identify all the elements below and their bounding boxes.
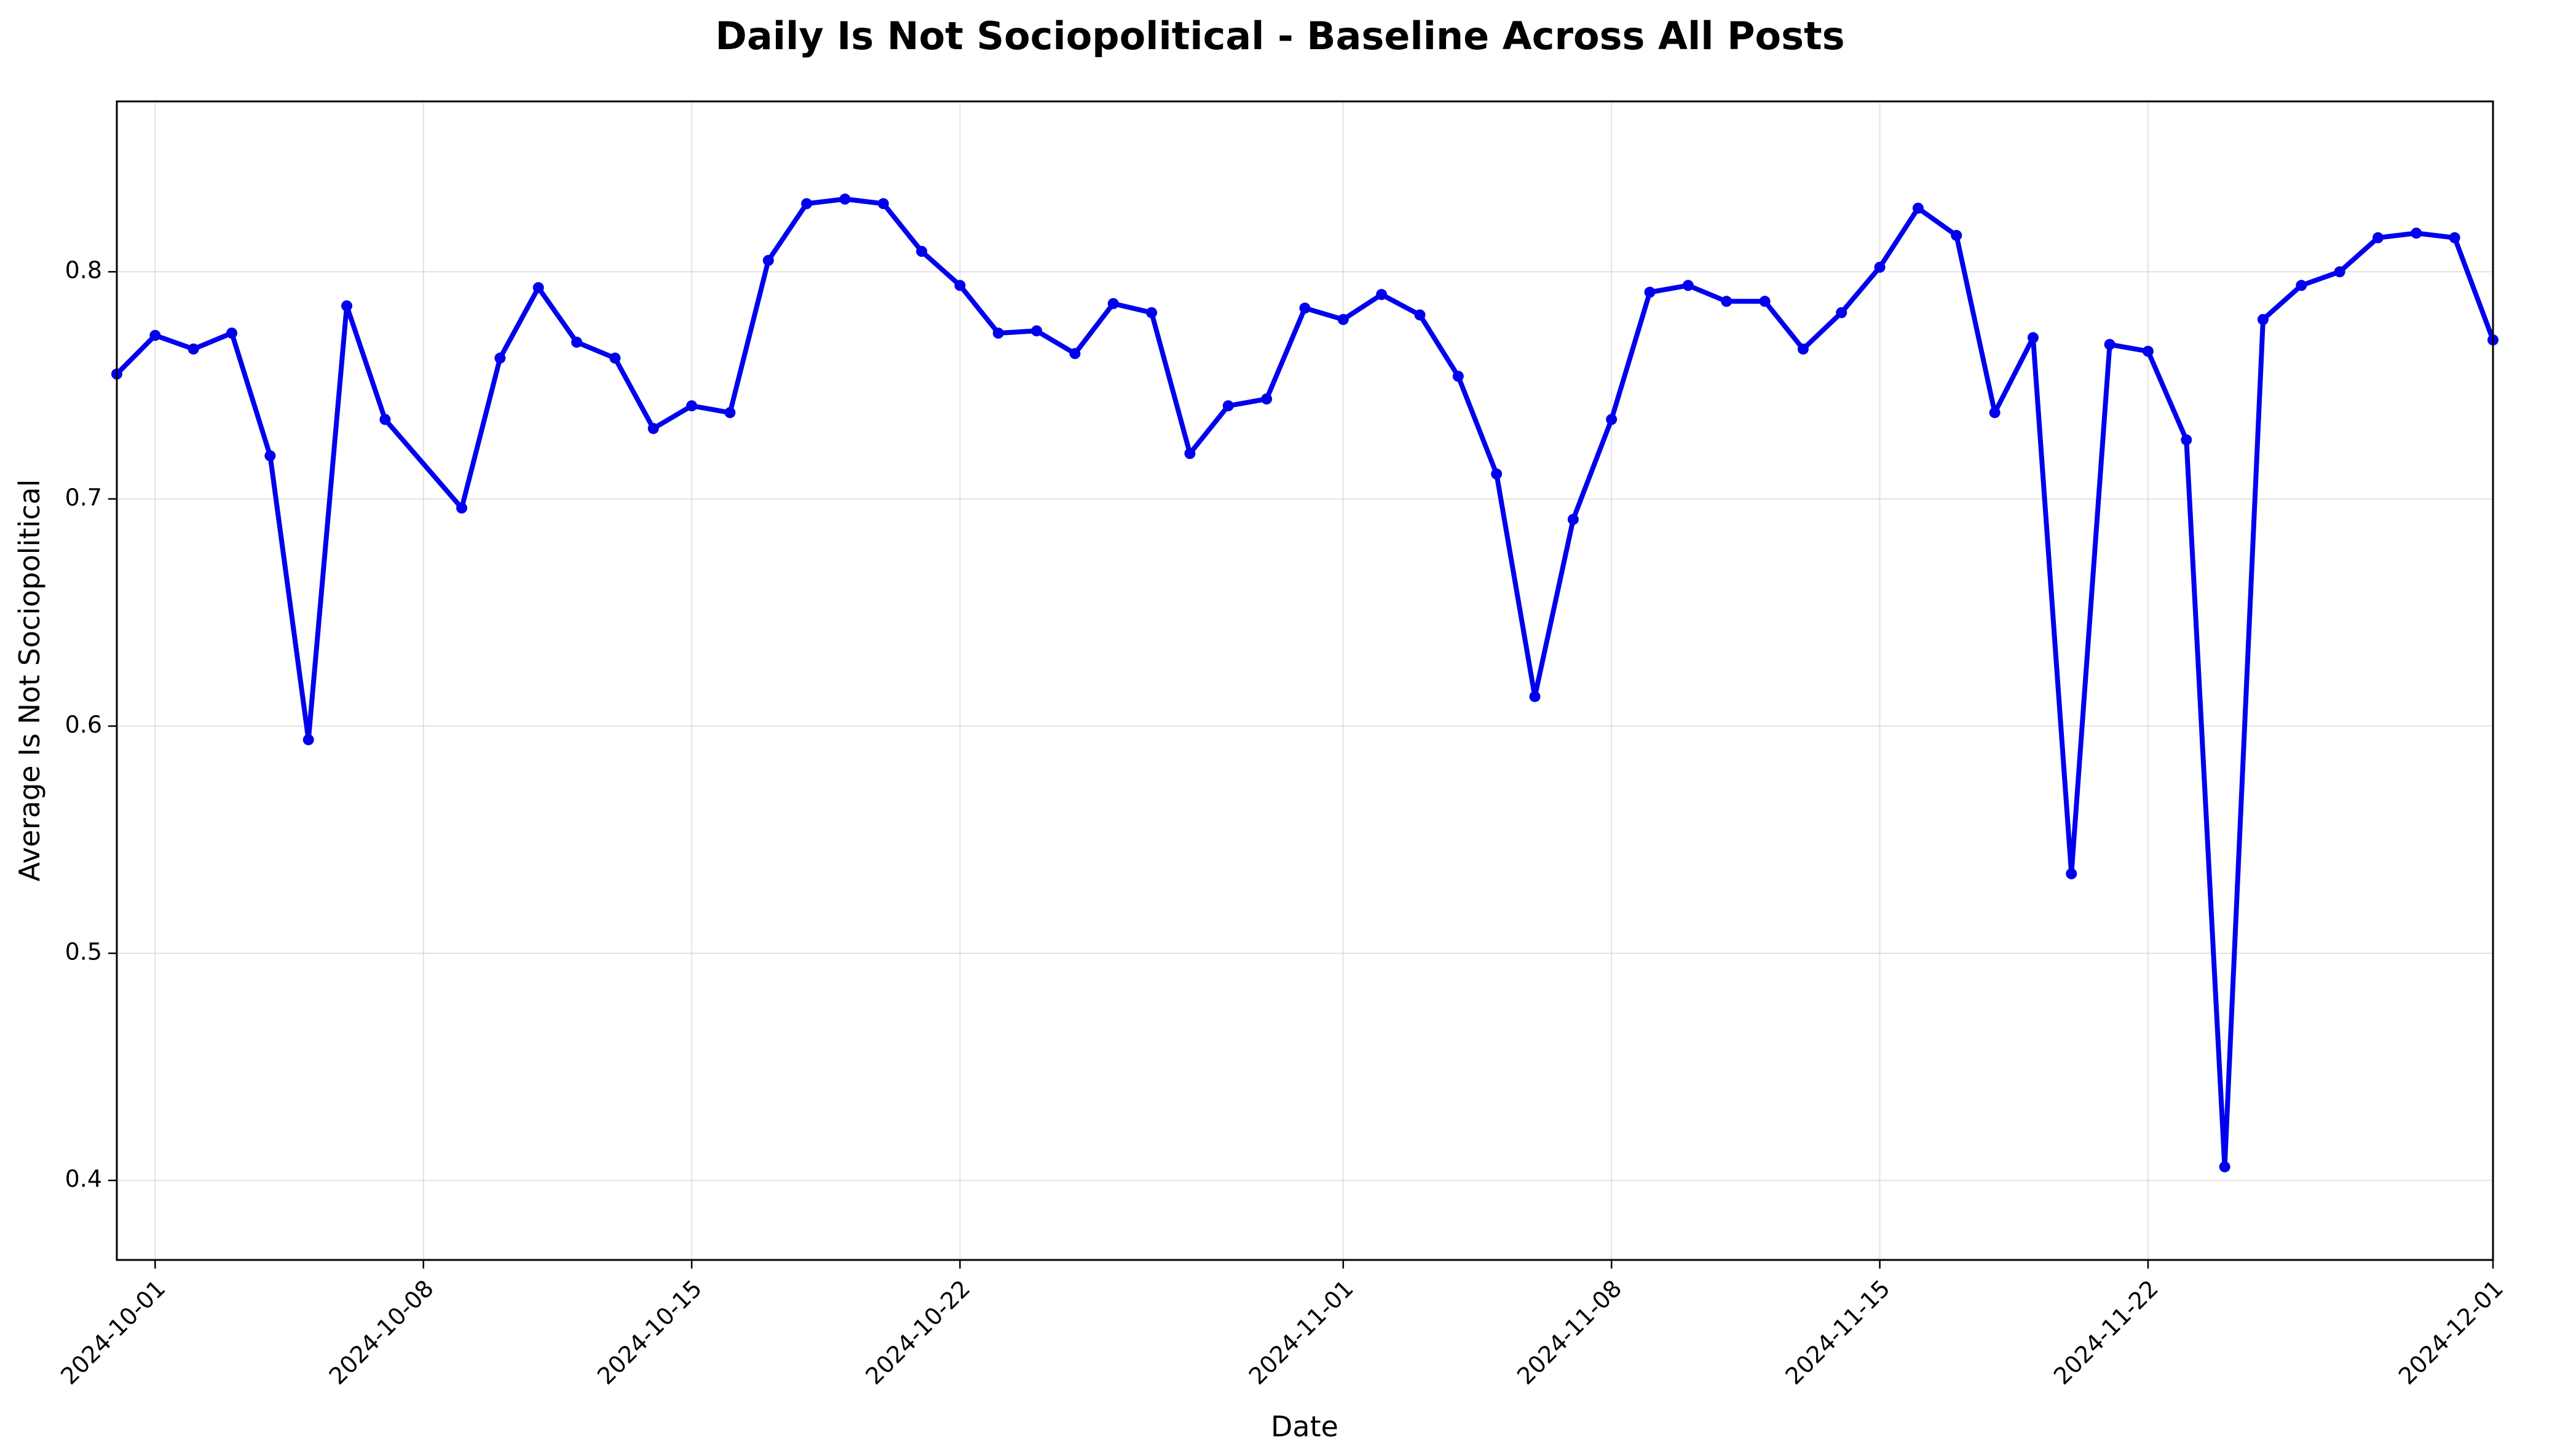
data-point [2104,339,2116,350]
data-point [1452,371,1464,382]
data-point [2257,313,2269,325]
data-point [801,198,813,210]
data-point [1989,407,2001,419]
x-tick-label: 2024-10-01 [55,1275,170,1390]
data-point [1031,325,1043,337]
y-tick-label: 0.8 [65,257,102,284]
data-point [2219,1161,2230,1173]
x-tick-label: 2024-10-15 [592,1275,707,1390]
data-point [1491,468,1503,480]
data-point [149,329,161,341]
y-tick-label: 0.5 [65,939,102,966]
data-point [494,352,506,364]
data-point [1606,414,1618,425]
data-point [1644,286,1656,298]
data-point [379,414,391,425]
data-point [532,282,544,294]
data-point [916,245,928,257]
x-tick-label: 2024-10-22 [860,1275,975,1390]
data-point [341,300,353,312]
data-point [1069,348,1081,360]
data-point [1529,691,1541,702]
data-point [571,336,583,348]
data-point [1184,447,1196,459]
data-point [1299,302,1311,314]
data-point [1414,309,1426,321]
data-point [456,502,468,514]
data-point [954,280,966,291]
x-tick-label: 2024-12-01 [2393,1275,2508,1390]
y-tick-label: 0.4 [65,1165,102,1192]
data-point [1376,289,1388,301]
grid-lines [117,101,2494,1260]
series-layer [111,193,2499,1173]
data-point [1759,296,1771,307]
data-point [2296,280,2307,291]
x-tick-label: 2024-11-15 [1780,1275,1895,1390]
data-point [1874,261,1886,273]
data-point [188,343,199,355]
y-tick-label: 0.7 [65,484,102,511]
data-point [1567,514,1579,525]
data-point [1682,280,1694,291]
data-point [992,328,1004,339]
data-point [1836,307,1847,318]
x-tick-label: 2024-11-01 [1244,1275,1359,1390]
x-axis-label: Date [1271,1410,1338,1443]
data-point [2411,227,2422,239]
data-point [839,193,851,205]
data-point [2449,232,2460,243]
data-point [1107,297,1119,309]
data-point [1146,307,1158,318]
x-tick-label: 2024-11-08 [1512,1275,1627,1390]
plot-frame [116,100,2494,1261]
data-point [2027,332,2039,344]
data-point [762,254,774,266]
data-point [264,450,276,462]
data-point [686,400,698,412]
data-point [2066,868,2077,880]
data-point [2181,434,2192,446]
data-point [226,328,238,339]
data-point [609,352,621,364]
data-point [2142,345,2154,357]
data-point [724,407,736,419]
data-point [1951,230,1962,242]
data-point [647,423,659,435]
data-point [877,198,889,210]
data-point [1337,313,1349,325]
data-point [1721,296,1732,307]
data-point [1912,202,1924,214]
y-axis-label: Average Is Not Sociopolitical [13,479,46,881]
data-point [2372,232,2384,243]
x-tick-label: 2024-11-22 [2048,1275,2163,1390]
data-point [2334,266,2345,278]
data-point [302,734,314,746]
y-tick-label: 0.6 [65,711,102,738]
data-point [1261,393,1273,405]
data-point [1222,400,1234,412]
chart-title: Daily Is Not Sociopolitical - Baseline A… [715,14,1844,58]
x-tick-label: 2024-10-08 [324,1275,439,1390]
data-point [1797,343,1809,355]
series-line [114,196,2495,1170]
